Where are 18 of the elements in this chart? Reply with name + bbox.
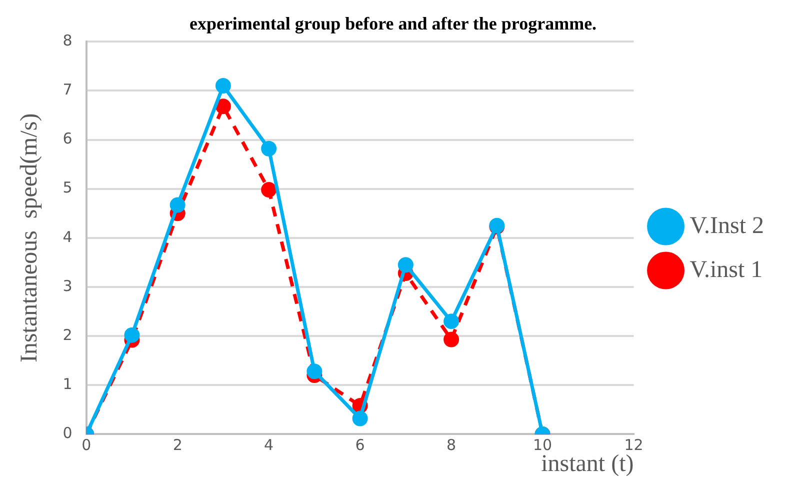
legend-label: V.Inst 2	[690, 212, 764, 239]
y-tick-label: 0	[62, 424, 72, 442]
x-tick-label: 2	[172, 436, 182, 454]
x-tick-label: 0	[82, 436, 92, 454]
y-tick-label: 7	[62, 80, 72, 99]
chart-title: experimental group before and after the programme.	[189, 13, 597, 34]
y-tick-label: 5	[62, 178, 72, 197]
y-tick-label: 1	[62, 375, 72, 394]
x-tick-label: 4	[264, 436, 274, 454]
y-tick-label: 4	[62, 228, 72, 246]
y-tick-label: 3	[62, 276, 72, 295]
y-tick-label: 6	[62, 130, 72, 148]
x-tick-label: 8	[446, 436, 456, 454]
x-tick-label: 6	[355, 436, 365, 454]
y-axis-title: Instantaneous speed(m/s)	[16, 113, 43, 363]
y-tick-label: 8	[62, 31, 72, 50]
y-tick-label: 2	[62, 326, 72, 344]
legend-label: V.inst 1	[690, 256, 763, 283]
